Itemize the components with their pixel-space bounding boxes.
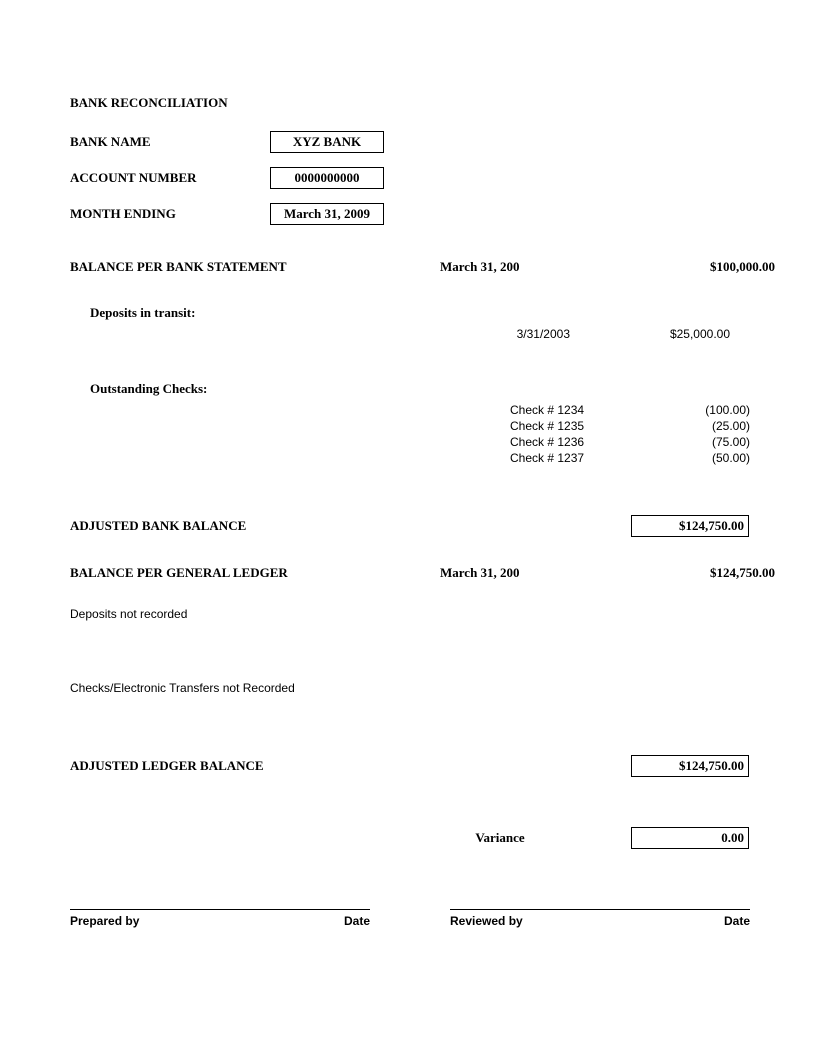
deposit-row: 3/31/2003 $25,000.00 xyxy=(70,327,777,341)
header-row-bank-name: BANK NAME XYZ BANK xyxy=(70,131,777,153)
deposits-in-transit-label: Deposits in transit: xyxy=(90,305,777,321)
prepared-by-block: Prepared by Date xyxy=(70,909,370,928)
check-amount: (25.00) xyxy=(640,419,750,433)
check-row: Check # 1234 (100.00) xyxy=(70,403,777,417)
reviewed-by-date-label: Date xyxy=(724,914,750,928)
bank-name-label: BANK NAME xyxy=(70,134,270,150)
check-amount: (75.00) xyxy=(640,435,750,449)
adjusted-ledger-balance-amount: $124,750.00 xyxy=(631,755,749,777)
check-desc: Check # 1235 xyxy=(510,419,640,433)
bank-reconciliation-page: BANK RECONCILIATION BANK NAME XYZ BANK A… xyxy=(0,0,817,968)
check-row: Check # 1236 (75.00) xyxy=(70,435,777,449)
balance-per-bank-label: BALANCE PER BANK STATEMENT xyxy=(70,259,440,275)
header-row-month-ending: MONTH ENDING March 31, 2009 xyxy=(70,203,777,225)
check-desc: Check # 1236 xyxy=(510,435,640,449)
month-ending-field[interactable]: March 31, 2009 xyxy=(270,203,384,225)
balance-per-bank-date: March 31, 200 xyxy=(440,259,610,275)
adjusted-ledger-balance-label: ADJUSTED LEDGER BALANCE xyxy=(70,758,630,774)
adjusted-ledger-balance-row: ADJUSTED LEDGER BALANCE $124,750.00 xyxy=(70,755,777,777)
balance-per-bank-amount: $100,000.00 xyxy=(610,259,775,275)
reviewed-by-label: Reviewed by xyxy=(450,914,724,928)
page-title: BANK RECONCILIATION xyxy=(70,95,777,111)
balance-per-gl-label: BALANCE PER GENERAL LEDGER xyxy=(70,565,440,581)
deposit-amount: $25,000.00 xyxy=(610,327,730,341)
bank-name-field[interactable]: XYZ BANK xyxy=(270,131,384,153)
check-desc: Check # 1237 xyxy=(510,451,640,465)
check-amount: (50.00) xyxy=(640,451,750,465)
deposits-not-recorded-label: Deposits not recorded xyxy=(70,607,777,621)
check-row: Check # 1237 (50.00) xyxy=(70,451,777,465)
check-amount: (100.00) xyxy=(640,403,750,417)
variance-label: Variance xyxy=(410,830,590,846)
header-row-account-number: ACCOUNT NUMBER 0000000000 xyxy=(70,167,777,189)
signature-row: Prepared by Date Reviewed by Date xyxy=(70,909,777,928)
adjusted-bank-balance-label: ADJUSTED BANK BALANCE xyxy=(70,518,630,534)
balance-per-bank-row: BALANCE PER BANK STATEMENT March 31, 200… xyxy=(70,259,777,275)
deposit-date: 3/31/2003 xyxy=(70,327,610,341)
balance-per-gl-amount: $124,750.00 xyxy=(610,565,775,581)
month-ending-label: MONTH ENDING xyxy=(70,206,270,222)
adjusted-bank-balance-row: ADJUSTED BANK BALANCE $124,750.00 xyxy=(70,515,777,537)
balance-per-gl-row: BALANCE PER GENERAL LEDGER March 31, 200… xyxy=(70,565,777,581)
account-number-label: ACCOUNT NUMBER xyxy=(70,170,270,186)
balance-per-gl-date: March 31, 200 xyxy=(440,565,610,581)
variance-row: Variance 0.00 xyxy=(70,827,777,849)
check-row: Check # 1235 (25.00) xyxy=(70,419,777,433)
checks-not-recorded-label: Checks/Electronic Transfers not Recorded xyxy=(70,681,777,695)
prepared-by-label: Prepared by xyxy=(70,914,344,928)
account-number-field[interactable]: 0000000000 xyxy=(270,167,384,189)
prepared-by-date-label: Date xyxy=(344,914,370,928)
reviewed-by-block: Reviewed by Date xyxy=(450,909,750,928)
variance-amount: 0.00 xyxy=(631,827,749,849)
adjusted-bank-balance-amount: $124,750.00 xyxy=(631,515,749,537)
outstanding-checks-label: Outstanding Checks: xyxy=(90,381,777,397)
check-desc: Check # 1234 xyxy=(510,403,640,417)
